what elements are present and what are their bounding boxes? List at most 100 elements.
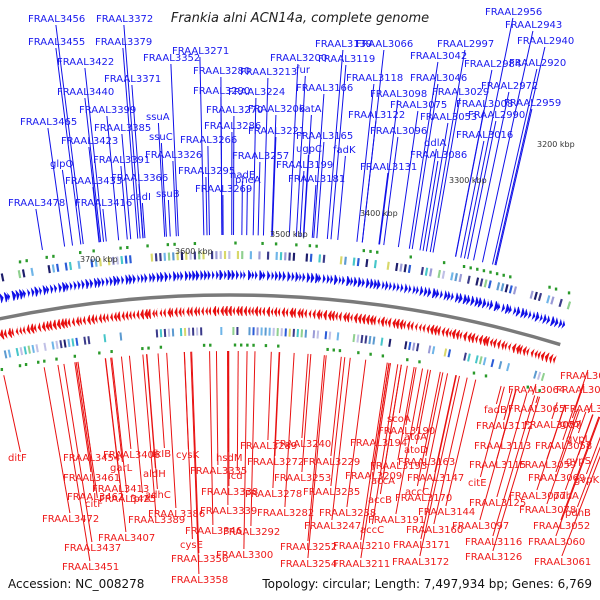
forward-strand-track-gene (22, 288, 26, 299)
bottom-gene-label: FRAAL3406 (103, 450, 160, 461)
reverse-strand-track-gene (343, 312, 347, 323)
bottom-label-line (574, 369, 589, 409)
forward-strand-track-gene (113, 275, 118, 286)
outer-color-track-block (512, 286, 517, 295)
top-label-line (252, 97, 257, 236)
outer-color-track (0, 250, 572, 310)
reverse-strand-track-gene (426, 324, 431, 334)
top-gene-label: FRAAL3352 (143, 53, 200, 64)
bottom-label-line (360, 362, 388, 541)
forward-strand-track-gene (412, 284, 416, 295)
bottom-gene-label: FRAAL3292 (223, 527, 280, 538)
reverse-strand-track-gene (289, 307, 294, 318)
outer-dot-track-mark (92, 249, 95, 253)
top-gene-label: FRAAL3213 (240, 67, 297, 78)
top-gene-label: FRAAL3181 (288, 174, 345, 185)
forward-strand-track-gene (388, 281, 392, 292)
bottom-label-line (398, 365, 408, 414)
forward-strand-track-gene (58, 282, 62, 293)
reverse-strand-track-gene (380, 316, 385, 327)
top-gene-label: FRAAL3206 (248, 104, 305, 115)
forward-strand-track-gene (458, 293, 463, 304)
top-gene-label: FRAAL3122 (348, 110, 405, 121)
kbp-label-3400: 3400 kbp (360, 209, 398, 218)
bottom-label-line (575, 383, 585, 409)
reverse-strand-track-gene (155, 308, 159, 319)
bottom-label-line (267, 351, 272, 441)
forward-strand-track-gene (148, 272, 153, 283)
top-gene-label: FRAAL3096 (370, 126, 427, 137)
top-label-line (47, 127, 66, 247)
inner-color-track (3, 327, 546, 382)
reverse-strand-track-gene (346, 312, 350, 323)
forward-strand-track-gene (34, 286, 39, 297)
reverse-strand-track-gene (98, 313, 103, 324)
bottom-gene-label: FRAAL3115 (469, 460, 526, 471)
top-label-line (123, 24, 141, 239)
reverse-strand-track-gene (33, 323, 38, 334)
bottom-gene-label: accA (371, 476, 395, 487)
bottom-gene-label: FRAAL3060 (528, 537, 585, 548)
reverse-strand-track-gene (292, 307, 297, 318)
top-gene-label: fur (296, 65, 311, 76)
bottom-label-line (307, 355, 325, 542)
forward-strand-track-gene (195, 270, 200, 281)
top-label-line (455, 69, 493, 257)
outer-color-track-block (500, 283, 505, 292)
bottom-label-line (479, 386, 505, 478)
outer-dot-track-mark (369, 249, 372, 253)
forward-strand-track-gene (247, 270, 252, 281)
top-gene-label: FRAAL3286 (204, 121, 261, 132)
reverse-strand-track-gene (128, 310, 133, 321)
forward-strand-track-gene (207, 270, 211, 281)
outer-dot-track-mark (376, 250, 379, 254)
reverse-strand-track-gene (26, 324, 31, 335)
forward-strand-track-gene (224, 270, 227, 281)
inner-dot-track-mark (264, 344, 268, 348)
top-gene-label: FRAAL3066 (356, 39, 413, 50)
bottom-label-line (142, 354, 157, 515)
top-label-line (141, 202, 146, 239)
top-label-line (299, 170, 305, 238)
outer-dot-track-mark (234, 241, 237, 245)
reverse-strand-track-gene (174, 307, 178, 318)
bottom-label-line (166, 352, 177, 509)
forward-strand-track-gene (11, 290, 17, 301)
top-label-line (495, 108, 533, 266)
reverse-strand-track-gene (357, 313, 362, 324)
summary-text: Topology: circular; Length: 7,497,934 bp… (261, 577, 592, 591)
reverse-strand-track-gene (71, 316, 76, 327)
bottom-gene-label: accC (405, 487, 429, 498)
forward-strand-track-gene (365, 278, 370, 289)
bottom-gene-label: hsdM (216, 453, 243, 464)
bottom-gene-label: FRAAL3289 (240, 441, 297, 452)
forward-strand-track-gene (242, 270, 246, 281)
forward-strand-track-gene (488, 300, 494, 310)
top-gene-label: FRAAL3042 (410, 51, 467, 62)
top-gene-label: FRAAL3266 (180, 135, 237, 146)
bottom-label-line (420, 375, 457, 540)
reverse-strand-track-gene (470, 333, 476, 344)
outer-dot-track-mark (308, 244, 312, 248)
inner-dot-track-mark (472, 371, 476, 375)
forward-strand-track-gene (306, 272, 311, 283)
bottom-label-line (434, 375, 457, 473)
top-label-line (432, 97, 461, 253)
label-lines (3, 17, 600, 575)
reverse-strand-track-gene (300, 308, 304, 319)
bottom-gene-label: FRAAL3126 (465, 552, 522, 563)
outer-dot-track-mark (173, 242, 176, 246)
reverse-strand-track-gene (116, 311, 121, 322)
bottom-label-line (74, 362, 92, 473)
forward-strand-track-gene (176, 271, 180, 282)
bottom-label-line (372, 362, 390, 471)
bottom-gene-label: FRAAL3190 (378, 426, 435, 437)
bottom-label-line (495, 385, 502, 405)
reverse-strand-track-gene (0, 329, 5, 340)
top-gene-label: glpQ (50, 159, 73, 170)
top-label-line (463, 17, 514, 259)
inner-dot-track-mark (252, 343, 255, 347)
bottom-gene-label: citF (85, 499, 103, 510)
bottom-gene-label: FRAAL3210 (333, 541, 390, 552)
reverse-strand-track-gene (197, 306, 201, 317)
